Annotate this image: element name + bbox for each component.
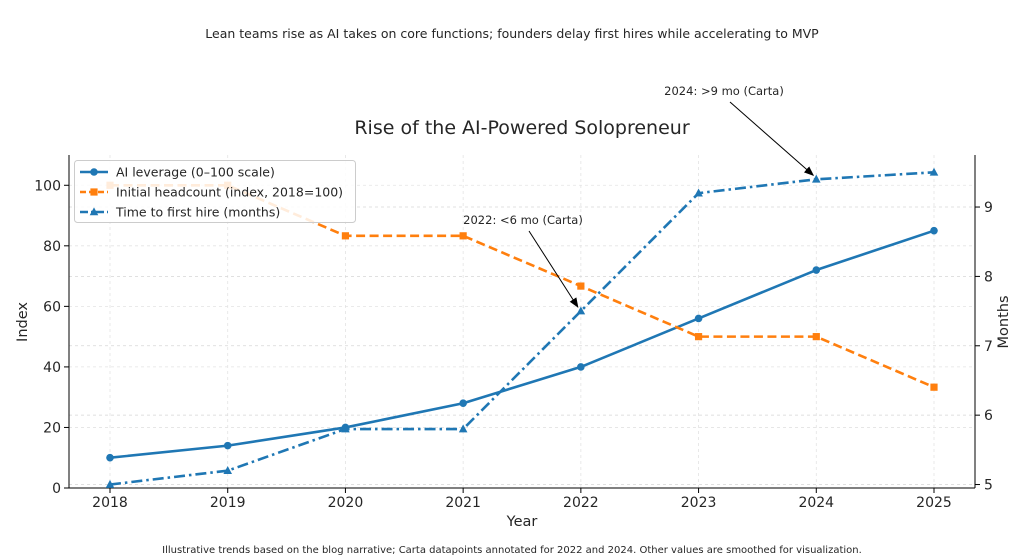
data-point: [812, 333, 820, 341]
series-3: [105, 167, 939, 488]
legend-frame: [74, 160, 356, 223]
y-tick-label: 60: [43, 299, 61, 315]
x-axis-label: Year: [506, 514, 538, 530]
y2-tick-label: 9: [984, 200, 993, 216]
annotation-arrow: [729, 101, 815, 176]
y-axis-label: Index: [15, 302, 31, 342]
data-point: [576, 306, 586, 315]
annotation-label: 2022: <6 mo (Carta): [463, 213, 583, 227]
data-point: [694, 314, 703, 323]
data-point: [577, 363, 585, 371]
y2-tick-label: 5: [984, 478, 993, 494]
legend-marker: [89, 207, 99, 216]
x-tick-label: 2024: [798, 495, 834, 511]
data-point: [223, 441, 232, 450]
data-point: [459, 232, 467, 240]
series-line: [109, 229, 935, 460]
data-point: [930, 226, 938, 235]
annotation-arrow: [528, 230, 579, 308]
legend-label: Initial headcount (index, 2018=100): [116, 185, 343, 200]
legend-label: Time to first hire (months): [115, 205, 280, 220]
data-point: [106, 453, 114, 462]
x-tick-label: 2020: [328, 495, 364, 511]
data-point: [812, 266, 821, 274]
data-point: [341, 424, 350, 433]
data-point: [223, 466, 233, 474]
x-tick-label: 2018: [92, 495, 128, 511]
figure-suptitle: Lean teams rise as AI takes on core func…: [205, 26, 819, 41]
y-tick-label: 20: [43, 420, 61, 436]
data-point: [105, 479, 115, 488]
data-point: [929, 167, 939, 176]
data-point: [694, 333, 703, 341]
data-point: [459, 399, 467, 408]
y-tick-label: 100: [34, 178, 61, 194]
y2-tick-label: 6: [984, 408, 993, 424]
data-point: [811, 174, 821, 183]
x-tick-label: 2021: [445, 495, 481, 511]
series-1: [106, 226, 938, 462]
y2-tick-label: 8: [984, 269, 993, 285]
legend-label: AI leverage (0–100 scale): [116, 165, 275, 180]
chart-title: Rise of the AI-Powered Solopreneur: [354, 117, 689, 139]
annotation-label: 2024: >9 mo (Carta): [664, 84, 784, 98]
figure-footnote: Illustrative trends based on the blog na…: [162, 545, 862, 556]
y-tick-label: 80: [43, 239, 61, 255]
y-tick-label: 40: [43, 360, 61, 376]
x-tick-label: 2023: [681, 495, 717, 511]
x-tick-label: 2019: [210, 495, 246, 511]
x-tick-label: 2025: [916, 495, 952, 511]
legend: AI leverage (0–100 scale) Initial headcou…: [74, 160, 356, 223]
legend-marker: [90, 188, 98, 196]
data-point: [341, 232, 350, 240]
series-line: [109, 171, 935, 486]
x-tick-label: 2022: [563, 495, 599, 511]
data-point: [458, 424, 468, 433]
y2-axis-label: Months: [996, 295, 1012, 348]
data-point: [577, 282, 585, 290]
y-tick-label: 0: [52, 481, 61, 497]
plot-area: 2018 2019 2020 2021 2022 2023 2024 2025 0 20 40 60 8…: [34, 84, 993, 511]
legend-marker: [90, 168, 98, 176]
data-point: [930, 383, 938, 391]
y2-tick-label: 7: [984, 339, 993, 355]
data-point: [694, 188, 703, 197]
